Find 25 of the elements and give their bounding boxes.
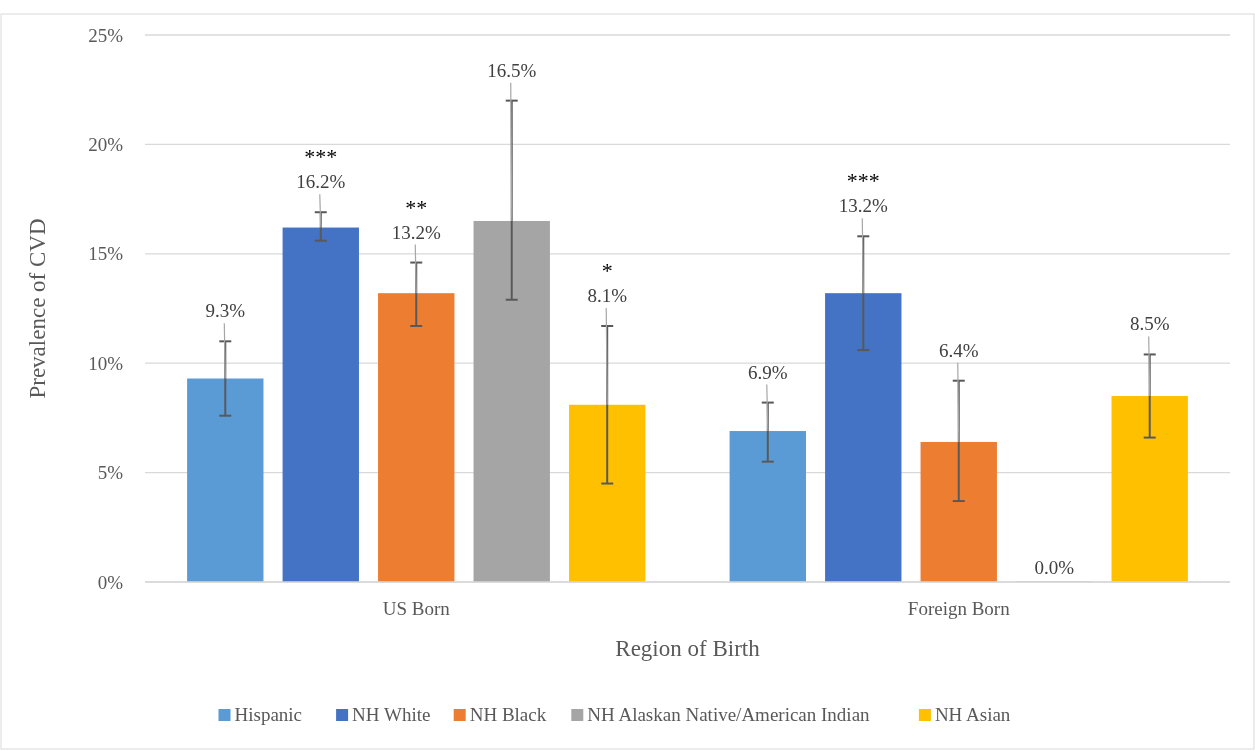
data-label: 0.0% [1034,557,1075,578]
data-label: 16.5% [487,59,537,81]
legend-label: Hispanic [234,704,303,725]
y-axis-title: Prevalence of CVD [25,218,50,399]
x-tick-label: US Born [382,598,451,619]
data-label: *** 13.2% [838,168,888,217]
data-label: 6.9% [748,361,788,383]
y-tick-label: 0% [97,571,124,593]
legend-label: NH Black [469,704,547,725]
data-label: 8.5% [1129,313,1170,335]
x-axis-title: Region of Birth [615,636,761,661]
y-tick-label: 20% [88,134,124,156]
legend-label: NH Alaskan Native/American Indian [587,704,871,725]
data-label: * 8.1% [587,258,628,306]
data-label: ** 13.2% [391,194,441,243]
data-label: *** 16.2% [296,144,346,193]
y-tick-label: 10% [88,352,124,374]
x-tick-label: Foreign Born [907,598,1011,619]
legend-label: NH Asian [934,704,1011,725]
y-tick-label: 15% [88,243,124,265]
data-label: 9.3% [205,300,246,322]
legend-label: NH White [352,704,431,725]
y-tick-label: 25% [88,24,124,46]
data-label: 6.4% [938,339,979,361]
y-tick-label: 5% [97,462,124,484]
